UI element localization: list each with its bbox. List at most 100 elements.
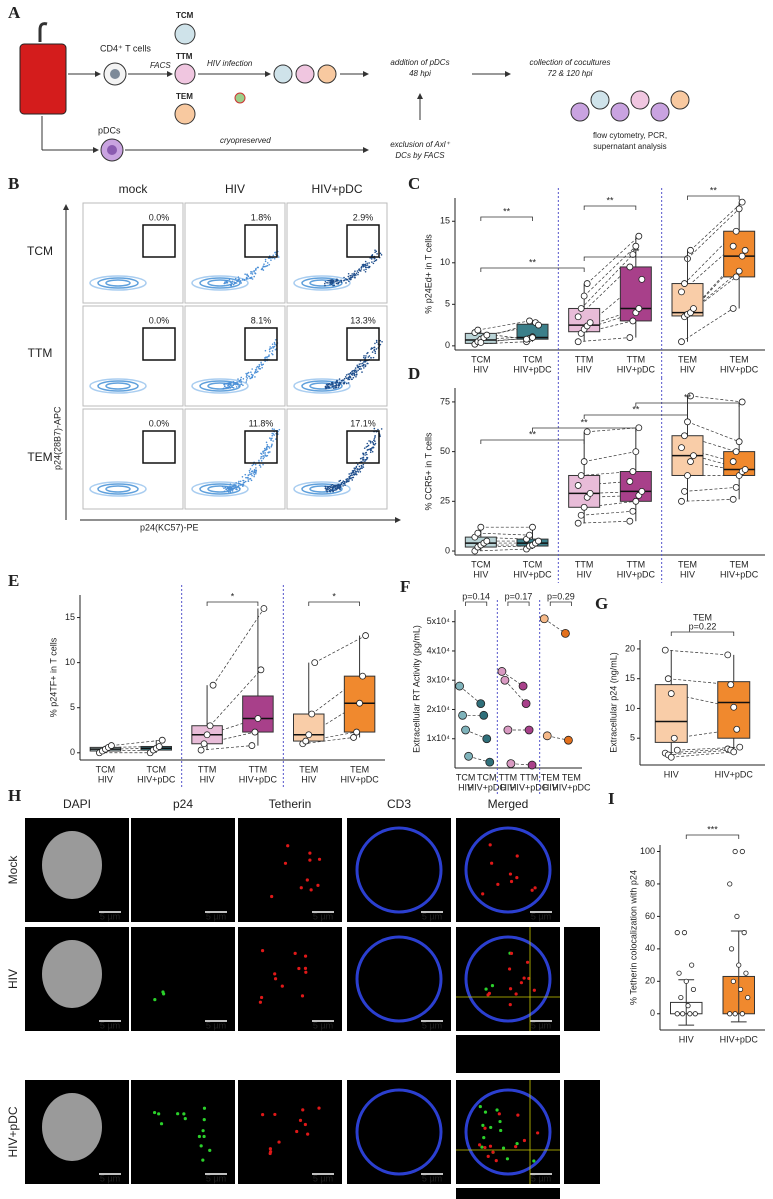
signal <box>483 1110 488 1114</box>
event-dot <box>268 263 271 266</box>
event-dot <box>249 277 251 279</box>
event-dot <box>354 276 356 279</box>
signal <box>159 1122 164 1126</box>
significance-bracket <box>308 601 360 606</box>
event-dot <box>247 474 250 477</box>
event-dot <box>347 275 350 278</box>
event-dot <box>356 467 359 470</box>
pair-connector <box>204 731 255 745</box>
event-dot <box>262 455 265 457</box>
cell-cloud <box>89 275 147 291</box>
coculture-cell <box>610 102 630 122</box>
event-dot <box>335 383 338 385</box>
event-dot <box>343 276 345 279</box>
panel-label: E <box>8 571 19 590</box>
event-dot <box>336 485 339 488</box>
x-tick-label: TCM <box>147 764 167 774</box>
event-dot <box>374 352 377 355</box>
event-dot <box>255 371 257 374</box>
event-dot <box>335 484 337 487</box>
event-dot <box>250 479 253 482</box>
event-dot <box>369 442 372 444</box>
significance-bracket <box>685 834 740 839</box>
event-dot <box>357 366 360 368</box>
x-tick-label: HIV <box>200 774 215 784</box>
coculture-cell <box>590 90 610 110</box>
y-tick-label: 0 <box>445 545 450 555</box>
data-point <box>745 994 751 1001</box>
x-tick-label: HIV <box>500 782 515 792</box>
cell-cloud <box>293 481 351 497</box>
event-dot <box>240 383 243 385</box>
data-point <box>350 734 357 741</box>
data-point <box>684 418 691 426</box>
panel-label: I <box>608 789 615 808</box>
data-point <box>461 725 470 735</box>
event-dot <box>267 451 270 454</box>
y-tick-label: 50 <box>440 446 450 456</box>
data-point <box>577 511 585 519</box>
signal <box>494 1159 498 1163</box>
event-dot <box>374 251 376 254</box>
event-dot <box>343 382 346 385</box>
event-dot <box>264 454 266 456</box>
event-dot <box>362 456 365 459</box>
event-dot <box>365 264 367 267</box>
event-dot <box>242 479 244 482</box>
data-point <box>527 760 537 770</box>
event-dot <box>326 485 329 488</box>
significance-label: p=0.14 <box>462 591 490 601</box>
event-dot <box>374 350 377 353</box>
event-dot <box>363 355 365 357</box>
data-point <box>574 519 582 527</box>
pair-connector <box>206 718 259 736</box>
event-dot <box>337 282 340 285</box>
panel-label: A <box>8 3 21 22</box>
signal <box>202 1106 207 1110</box>
data-point <box>729 242 737 250</box>
event-dot <box>341 481 344 484</box>
signal <box>487 991 492 995</box>
event-dot <box>224 385 226 388</box>
significance-label: ** <box>632 246 640 256</box>
event-dot <box>349 474 352 477</box>
x-tick-label: HIV+pDC <box>513 364 552 374</box>
coculture-cell <box>670 90 690 110</box>
signal <box>481 1123 485 1127</box>
data-point <box>629 468 637 475</box>
event-dot <box>357 471 360 473</box>
event-dot <box>346 480 349 482</box>
data-point <box>741 930 747 936</box>
event-dot <box>364 266 367 269</box>
event-dot <box>227 489 229 492</box>
data-point <box>155 743 163 750</box>
significance-bracket <box>635 402 740 407</box>
event-dot <box>352 276 354 278</box>
row-header: HIV+pDC <box>6 1106 20 1157</box>
event-dot <box>345 374 348 376</box>
event-dot <box>353 467 356 469</box>
event-dot <box>271 432 273 435</box>
tem-cell <box>174 103 196 125</box>
panel-label: H <box>8 786 21 805</box>
data-point <box>483 537 491 545</box>
event-dot <box>373 443 376 446</box>
pair-connector <box>477 320 530 331</box>
ttm-cell <box>174 63 196 85</box>
event-dot <box>355 470 358 473</box>
event-dot <box>352 372 354 374</box>
event-dot <box>233 282 236 285</box>
event-dot <box>232 384 235 387</box>
significance-bracket <box>583 205 637 210</box>
event-dot <box>271 437 273 440</box>
data-point <box>248 742 256 749</box>
event-dot <box>236 383 239 385</box>
data-point <box>580 292 588 300</box>
signal <box>536 1131 540 1135</box>
data-point <box>535 537 542 545</box>
event-dot <box>372 356 375 359</box>
event-dot <box>240 381 242 384</box>
event-dot <box>237 278 239 281</box>
event-dot <box>259 466 262 468</box>
event-dot <box>328 382 330 385</box>
